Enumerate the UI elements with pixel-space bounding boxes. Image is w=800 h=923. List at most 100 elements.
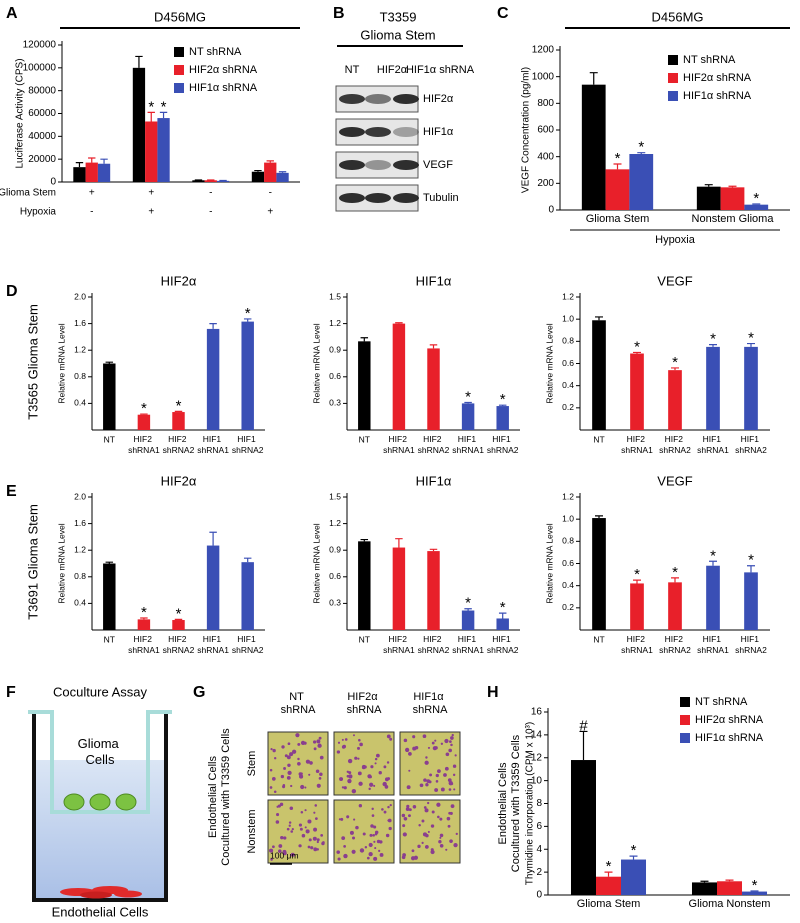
x-axis-label: Hypoxia — [655, 234, 696, 246]
y-tick-label: 100000 — [23, 62, 57, 73]
y-axis-label: Relative mRNA Level — [56, 323, 66, 403]
micrograph-column: HIF1α shRNA — [413, 691, 449, 716]
error-bar — [243, 557, 252, 563]
cell — [374, 757, 378, 761]
cell — [368, 852, 373, 857]
condition-label: Glioma Stem — [0, 188, 56, 199]
cell — [351, 849, 356, 854]
y-tick-label: 0.3 — [329, 398, 341, 408]
cell — [424, 808, 429, 813]
cell — [275, 820, 280, 824]
cell — [277, 804, 281, 808]
x-tick-label: HIF1 shRNA2 — [232, 634, 264, 655]
cell — [379, 853, 384, 857]
bar — [264, 162, 277, 182]
cell — [423, 806, 427, 809]
y-tick-label: 1000 — [532, 71, 555, 82]
cell — [308, 773, 311, 776]
cell — [385, 833, 390, 838]
cell — [336, 750, 341, 754]
panel-letter: A — [6, 5, 18, 22]
cell — [290, 830, 294, 833]
y-tick-label: 0.2 — [562, 402, 574, 412]
cell — [339, 777, 344, 782]
cell — [308, 838, 312, 842]
bar — [605, 169, 630, 210]
cell — [304, 809, 307, 812]
y-tick-label: 1.2 — [74, 344, 86, 354]
y-tick-label: 2 — [536, 867, 542, 878]
cell — [446, 816, 451, 821]
cell — [320, 834, 324, 837]
cell — [300, 740, 306, 745]
bar — [103, 563, 116, 630]
cell — [376, 839, 381, 844]
cell — [431, 741, 435, 745]
cell — [272, 845, 275, 849]
error-bar — [750, 890, 759, 892]
cell — [337, 857, 341, 861]
y-tick-label: 1.6 — [74, 518, 86, 528]
cell — [315, 817, 318, 820]
error-bar — [395, 538, 403, 548]
error-bar — [464, 608, 472, 611]
cell — [348, 774, 353, 779]
cell — [414, 745, 419, 750]
error-bar — [147, 111, 155, 122]
cell — [346, 774, 350, 778]
cell — [445, 752, 450, 757]
significance: * — [710, 547, 716, 564]
cell — [318, 777, 322, 780]
y-tick-label: 0.3 — [329, 598, 341, 608]
micrograph-row: Nonstem — [246, 809, 258, 853]
cell — [384, 777, 389, 782]
cell — [288, 824, 291, 827]
cell — [289, 752, 294, 757]
cell — [307, 845, 311, 849]
bar — [392, 323, 406, 430]
glioma-cell — [63, 793, 85, 811]
bar — [206, 328, 220, 430]
significance: * — [148, 98, 154, 115]
legend-swatch — [680, 697, 690, 707]
cell — [300, 784, 305, 790]
cell — [434, 739, 437, 742]
cell — [279, 802, 284, 807]
cell — [368, 787, 371, 791]
panel-letter: G — [193, 684, 205, 701]
glioma-cell — [115, 793, 137, 811]
x-tick-label: HIF2 shRNA2 — [659, 634, 691, 655]
cell — [401, 855, 406, 860]
condition-value: - — [269, 188, 272, 199]
error-bar — [613, 163, 622, 170]
error-bar — [704, 184, 713, 187]
cell — [316, 840, 319, 844]
x-tick-label: HIF2 shRNA2 — [163, 434, 195, 455]
cell — [312, 836, 317, 841]
blot-band — [393, 127, 419, 137]
y-tick-label: 200 — [537, 178, 554, 189]
blot-band — [339, 160, 365, 170]
significance: * — [638, 139, 644, 156]
significance: * — [672, 564, 678, 581]
error-bar — [266, 160, 274, 163]
bar — [630, 583, 644, 630]
y-axis-label: VEGF Concentration (pg/ml) — [521, 67, 532, 193]
cell — [449, 811, 453, 815]
cell — [389, 737, 393, 741]
cell — [444, 738, 449, 744]
micrograph-label: Endothelial Cells — [207, 756, 219, 838]
y-tick-label: 1.0 — [562, 313, 574, 323]
cell — [443, 773, 447, 777]
significance: * — [710, 331, 716, 348]
legend-label: HIF1α shRNA — [695, 732, 764, 744]
legend-swatch — [174, 47, 184, 57]
cell — [405, 807, 410, 812]
cell — [281, 745, 285, 749]
blot-column: HIF1α shRNA — [406, 64, 475, 76]
error-bar — [633, 351, 641, 354]
cell — [439, 843, 444, 848]
error-bar — [728, 185, 737, 188]
x-tick-label: HIF1 shRNA2 — [735, 434, 767, 455]
condition-value: + — [89, 188, 95, 199]
